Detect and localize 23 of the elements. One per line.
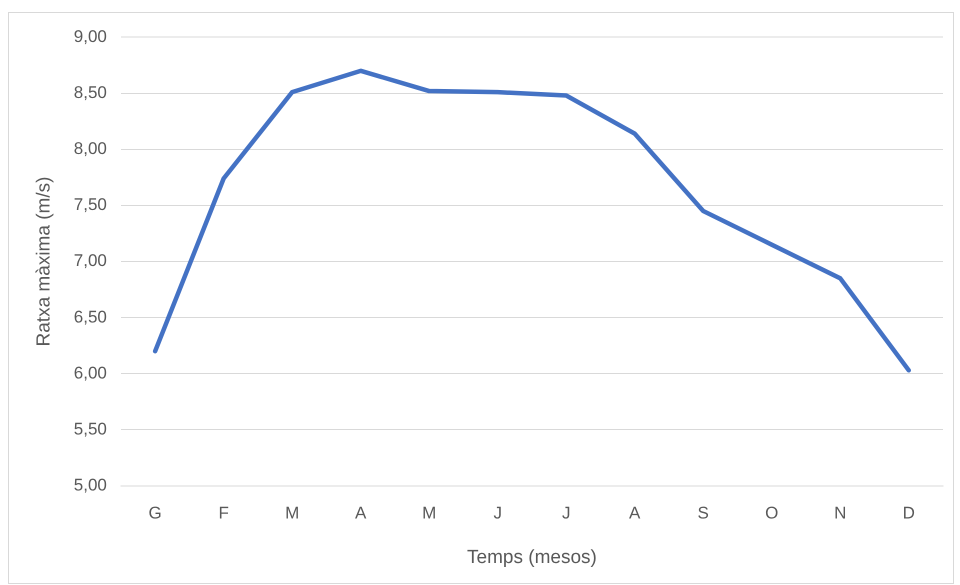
x-tick-label: N bbox=[834, 504, 846, 523]
x-tick-label: F bbox=[218, 504, 229, 523]
x-tick-label: D bbox=[902, 504, 915, 523]
y-tick-label: 8,50 bbox=[74, 82, 107, 102]
y-tick-label: 6,00 bbox=[74, 363, 107, 382]
y-tick-label: 8,00 bbox=[74, 139, 107, 158]
x-tick-label: M bbox=[285, 504, 300, 523]
x-tick-label: J bbox=[493, 504, 502, 523]
y-tick-label: 9,00 bbox=[74, 26, 107, 46]
y-tick-label: 7,00 bbox=[74, 251, 107, 270]
y-tick-label: 6,50 bbox=[74, 307, 107, 326]
x-tick-label: J bbox=[562, 504, 570, 523]
x-tick-label: A bbox=[629, 504, 642, 523]
x-axis-title: Temps (mesos) bbox=[467, 546, 597, 568]
x-tick-label: S bbox=[698, 504, 709, 523]
x-tick-label: M bbox=[422, 504, 436, 523]
y-tick-label: 7,50 bbox=[74, 195, 107, 214]
y-axis-title: Ratxa màxima (m/s) bbox=[34, 176, 55, 346]
y-tick-label: 5,50 bbox=[74, 419, 107, 438]
x-tick-label: G bbox=[148, 504, 162, 523]
y-tick-label: 5,00 bbox=[74, 475, 107, 494]
x-tick-label: O bbox=[765, 504, 778, 523]
x-tick-label: A bbox=[355, 504, 367, 523]
